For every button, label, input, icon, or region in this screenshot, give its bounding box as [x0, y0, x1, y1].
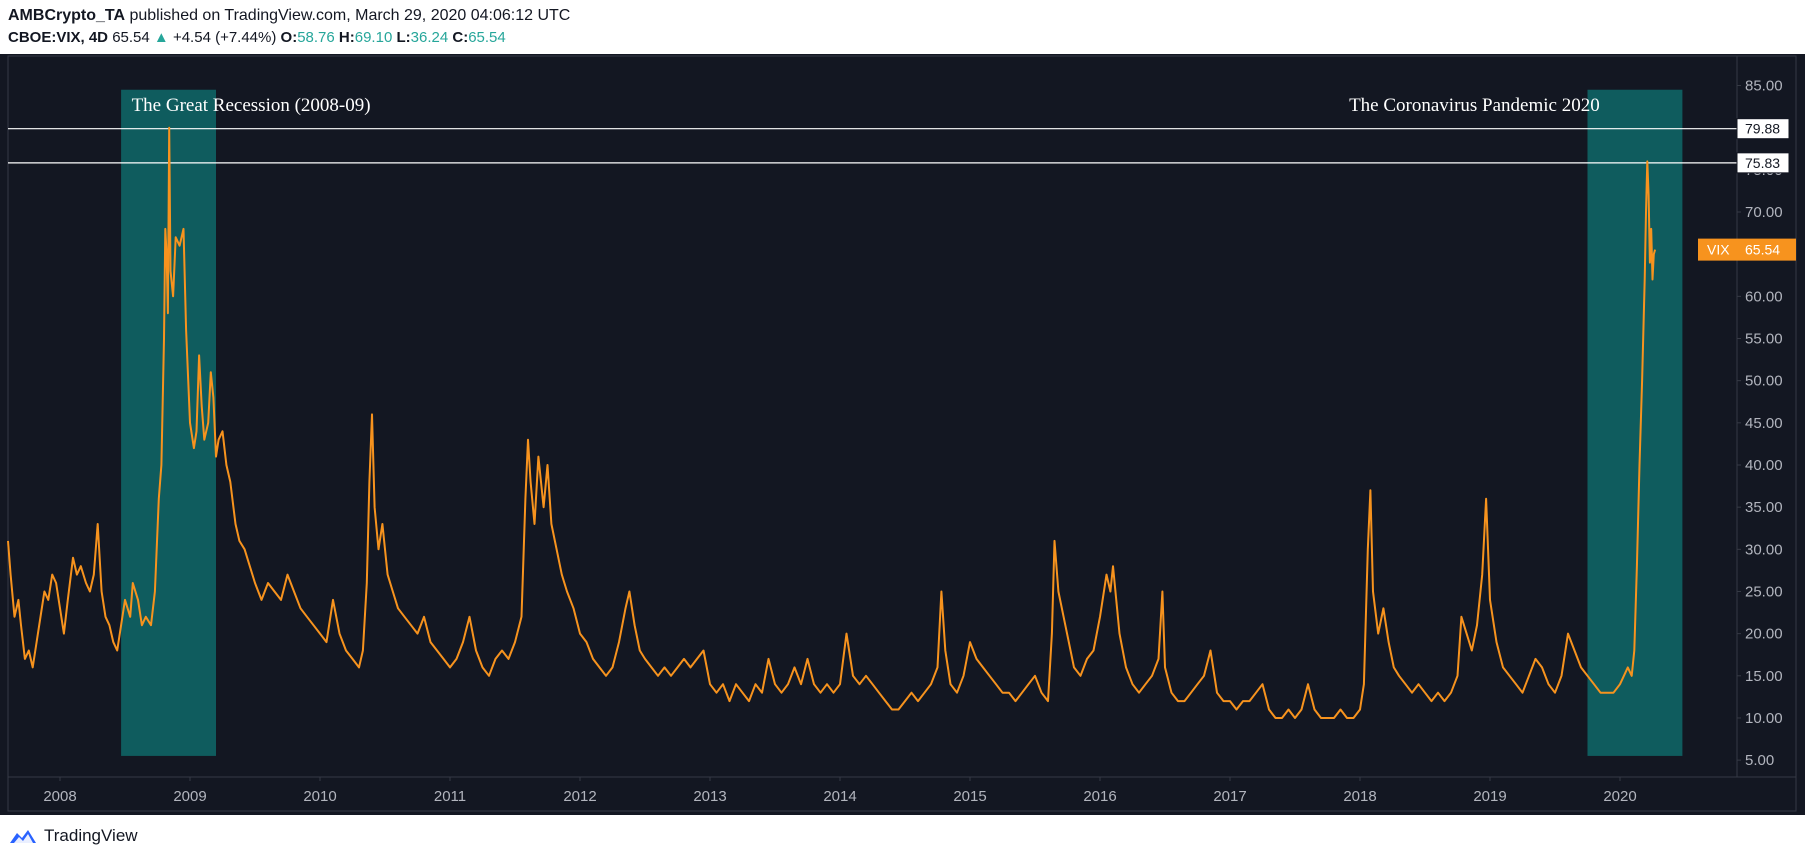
y-tick-label-12: 60.00 [1745, 288, 1783, 305]
horizontal-line-label-2: 75.83 [1745, 155, 1780, 171]
high-label: H: [338, 29, 355, 46]
y-tick-label-9: 45.00 [1745, 415, 1783, 432]
ohlc-legend: CBOE:VIX, 4D 65.54 ▲ +4.54 (+7.44%) O:58… [8, 27, 1788, 48]
y-tick-label-6: 30.00 [1745, 541, 1783, 558]
x-tick-label-2: 2009 [173, 788, 206, 805]
open-label: O: [280, 29, 298, 46]
x-tick-label-5: 2012 [563, 788, 596, 805]
x-tick-label-4: 2011 [434, 788, 466, 805]
horizontal-line-label-bg-2 [1736, 152, 1790, 174]
symbol-label: CBOE:VIX, 4D [8, 29, 109, 46]
chart-annotations: The Great Recession (2008-09) The Coronav… [132, 95, 1600, 116]
x-tick-label-6: 2013 [693, 788, 726, 805]
author-name[interactable]: AMBCrypto_TA [8, 7, 126, 24]
x-tick-label-1: 2008 [43, 788, 76, 805]
last-price-badge [1698, 238, 1796, 261]
y-tick-label-2: 10.00 [1745, 710, 1783, 727]
high-value: 69.10 [354, 29, 393, 46]
y-tick-label-11: 55.00 [1745, 330, 1783, 347]
last-price-value: 65.54 [1745, 242, 1780, 258]
chart-frame [7, 55, 1797, 812]
y-tick-label-7: 35.00 [1745, 499, 1783, 516]
publish-info: AMBCrypto_TA published on TradingView.co… [8, 5, 1788, 27]
vix-series-line [7, 126, 1657, 719]
up-arrow-icon: ▲ [153, 29, 169, 46]
horizontal-line-label-1: 79.88 [1745, 121, 1780, 137]
highlight-region-2 [1587, 89, 1683, 756]
x-tick-label-7: 2014 [823, 788, 856, 805]
y-tick-label-1: 5.00 [1745, 752, 1774, 769]
x-tick-label-8: 2015 [953, 788, 986, 805]
close-value: 65.54 [468, 29, 506, 46]
open-value: 58.76 [297, 29, 335, 46]
price-axis[interactable]: 5.00 10.00 15.00 20.00 25.00 30.00 35.00 40.00 4… [1737, 78, 1783, 770]
low-value: 36.24 [410, 29, 449, 46]
annotation-2[interactable]: The Coronavirus Pandemic 2020 [1349, 95, 1600, 116]
close-label: C: [452, 29, 469, 46]
tradingview-logo-icon [10, 830, 36, 843]
chart-header: AMBCrypto_TA published on TradingView.co… [8, 5, 1788, 48]
y-tick-label-14: 70.00 [1745, 204, 1783, 221]
x-tick-label-9: 2016 [1083, 788, 1116, 805]
published-text: published on TradingView.com, March 29, … [129, 7, 571, 24]
horizontal-line-labels: 79.88 75.83 [1736, 118, 1790, 174]
x-tick-label-3: 2010 [303, 788, 336, 805]
last-price-series-name: VIX [1707, 242, 1730, 258]
price-change: +4.54 (+7.44%) [172, 29, 277, 46]
horizontal-lines [8, 128, 1737, 164]
y-tick-label-8: 40.00 [1745, 457, 1783, 474]
y-tick-label-4: 20.00 [1745, 626, 1783, 643]
y-tick-label-5: 25.00 [1745, 583, 1783, 600]
y-tick-label-17: 85.00 [1745, 78, 1783, 95]
time-axis[interactable]: 2008 2009 2010 2011 2012 2013 2014 2015 2016 2017… [43, 777, 1637, 805]
horizontal-line-label-bg-1 [1736, 118, 1790, 140]
last-price-label: VIX 65.54 [1698, 238, 1796, 261]
tradingview-brand: TradingView [44, 826, 138, 845]
y-tick-label-10: 50.00 [1745, 373, 1783, 390]
tradingview-footer[interactable]: TradingView [8, 824, 138, 848]
x-tick-label-10: 2017 [1213, 788, 1246, 805]
low-label: L: [396, 29, 411, 46]
x-tick-label-12: 2019 [1473, 788, 1506, 805]
y-tick-label-3: 15.00 [1745, 668, 1783, 685]
annotation-1[interactable]: The Great Recession (2008-09) [132, 95, 371, 116]
vix-line-chart[interactable]: The Great Recession (2008-09) The Coronav… [0, 54, 1805, 815]
chart-background [0, 54, 1805, 815]
x-tick-label-11: 2018 [1343, 788, 1376, 805]
last-price: 65.54 [112, 29, 150, 46]
x-tick-label-13: 2020 [1603, 788, 1636, 805]
